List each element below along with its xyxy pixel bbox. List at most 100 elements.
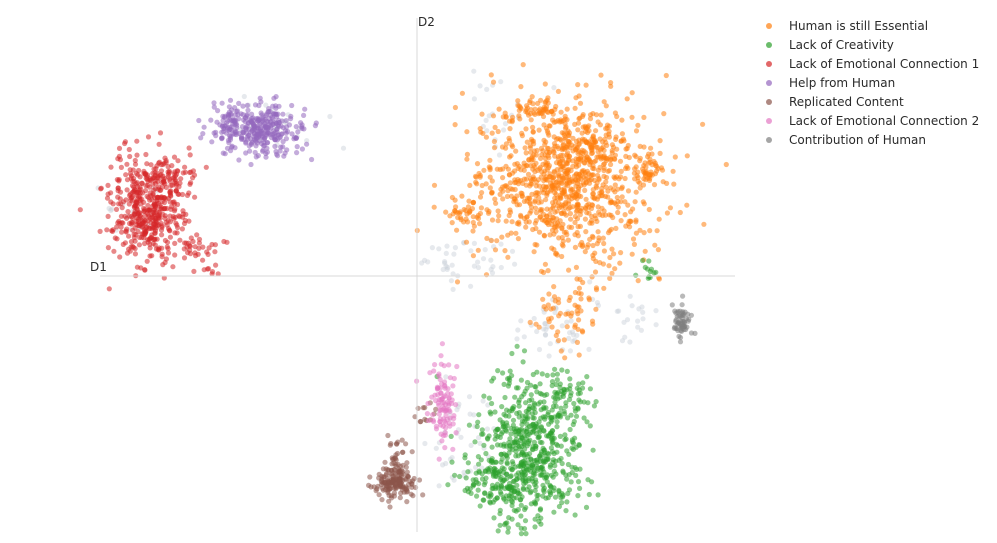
point-human-is-still-essential (595, 154, 602, 160)
point-human-is-still-essential (577, 173, 584, 179)
point-replicated-content (373, 488, 379, 494)
point-lack-of-creativity (536, 419, 542, 425)
background-point (443, 374, 449, 380)
point-lack-of-emotional-connection-1 (196, 240, 202, 246)
point-human-is-still-essential (477, 194, 484, 200)
point-human-is-still-essential (536, 324, 542, 330)
background-point (569, 329, 576, 335)
legend-item-lack-of-emotional-connection-1[interactable]: Lack of Emotional Connection 1 (766, 57, 979, 71)
point-lack-of-emotional-connection-1 (203, 164, 209, 170)
point-lack-of-emotional-connection-2 (433, 397, 439, 404)
point-human-is-still-essential (559, 253, 565, 260)
point-lack-of-creativity (540, 487, 547, 493)
point-human-is-still-essential (583, 179, 589, 185)
point-human-is-still-essential (557, 310, 564, 316)
point-lack-of-creativity (539, 371, 545, 377)
point-human-is-still-essential (577, 155, 583, 161)
point-lack-of-creativity (550, 403, 557, 409)
point-replicated-content (402, 485, 408, 491)
point-lack-of-creativity (525, 463, 531, 469)
point-lack-of-emotional-connection-2 (430, 412, 436, 418)
point-human-is-still-essential (467, 182, 473, 188)
point-human-is-still-essential (530, 101, 536, 107)
legend-item-human-is-still-essential[interactable]: Human is still Essential (766, 19, 928, 33)
background-point (509, 248, 516, 254)
point-lack-of-emotional-connection-1 (167, 189, 173, 195)
point-help-from-human (201, 124, 207, 130)
point-human-is-still-essential (529, 191, 535, 197)
point-human-is-still-essential (499, 234, 505, 240)
legend-item-lack-of-emotional-connection-2[interactable]: Lack of Emotional Connection 2 (766, 114, 979, 128)
point-human-is-still-essential (625, 165, 631, 171)
point-human-is-still-essential (532, 220, 538, 226)
legend-item-lack-of-creativity[interactable]: Lack of Creativity (766, 38, 894, 52)
point-lack-of-emotional-connection-1 (187, 247, 193, 253)
point-help-from-human (248, 161, 254, 168)
point-human-is-still-essential (505, 166, 511, 172)
background-point (635, 318, 641, 324)
background-point (640, 309, 646, 315)
point-lack-of-emotional-connection-1 (111, 248, 117, 254)
legend-marker (766, 42, 772, 48)
point-lack-of-creativity (493, 432, 499, 438)
point-human-is-still-essential (509, 142, 515, 148)
point-human-is-still-essential (550, 178, 556, 184)
point-lack-of-emotional-connection-1 (152, 180, 159, 187)
point-lack-of-creativity (501, 451, 507, 457)
point-lack-of-emotional-connection-1 (177, 237, 183, 243)
point-lack-of-creativity (545, 409, 551, 415)
point-lack-of-emotional-connection-1 (142, 267, 148, 273)
point-human-is-still-essential (530, 226, 536, 233)
point-human-is-still-essential (466, 198, 472, 204)
point-lack-of-creativity (518, 426, 525, 432)
point-lack-of-emotional-connection-1 (158, 172, 164, 178)
background-point (468, 442, 474, 448)
point-lack-of-creativity (551, 509, 557, 515)
point-lack-of-emotional-connection-1 (186, 145, 192, 151)
point-human-is-still-essential (572, 219, 578, 226)
legend-item-contribution-of-human[interactable]: Contribution of Human (766, 133, 926, 147)
legend-item-help-from-human[interactable]: Help from Human (766, 76, 895, 90)
point-human-is-still-essential (601, 147, 607, 153)
point-lack-of-creativity (524, 421, 530, 427)
point-help-from-human (304, 141, 310, 147)
point-help-from-human (272, 143, 278, 149)
background-point (541, 326, 547, 332)
point-help-from-human (244, 102, 250, 108)
point-help-from-human (302, 106, 308, 112)
point-human-is-still-essential (533, 210, 540, 216)
point-lack-of-creativity (530, 447, 536, 453)
point-help-from-human (283, 136, 289, 142)
point-human-is-still-essential (565, 311, 571, 317)
point-lack-of-creativity (567, 426, 573, 433)
point-help-from-human (242, 125, 249, 131)
point-lack-of-creativity (542, 450, 548, 456)
point-lack-of-emotional-connection-1 (112, 235, 118, 241)
point-help-from-human (211, 104, 217, 110)
point-human-is-still-essential (492, 124, 498, 130)
point-lack-of-creativity (462, 455, 468, 461)
point-lack-of-emotional-connection-1 (188, 235, 194, 241)
point-human-is-still-essential (465, 219, 471, 225)
point-lack-of-emotional-connection-1 (133, 218, 139, 224)
point-human-is-still-essential (584, 154, 590, 160)
point-human-is-still-essential (590, 242, 596, 249)
point-lack-of-emotional-connection-2 (433, 423, 439, 429)
point-human-is-still-essential (630, 236, 637, 242)
point-human-is-still-essential (443, 209, 449, 215)
point-human-is-still-essential (590, 111, 596, 117)
point-human-is-still-essential (447, 213, 453, 219)
point-lack-of-creativity (465, 469, 471, 475)
background-point (559, 323, 565, 329)
point-lack-of-emotional-connection-1 (141, 208, 147, 214)
legend-item-replicated-content[interactable]: Replicated Content (766, 95, 904, 109)
point-lack-of-creativity (513, 453, 519, 459)
point-human-is-still-essential (532, 205, 539, 211)
point-help-from-human (286, 122, 292, 128)
point-lack-of-emotional-connection-1 (159, 254, 165, 260)
point-human-is-still-essential (544, 128, 551, 134)
point-human-is-still-essential (612, 182, 618, 188)
point-help-from-human (254, 130, 260, 136)
point-help-from-human (313, 120, 319, 126)
point-human-is-still-essential (493, 200, 499, 206)
